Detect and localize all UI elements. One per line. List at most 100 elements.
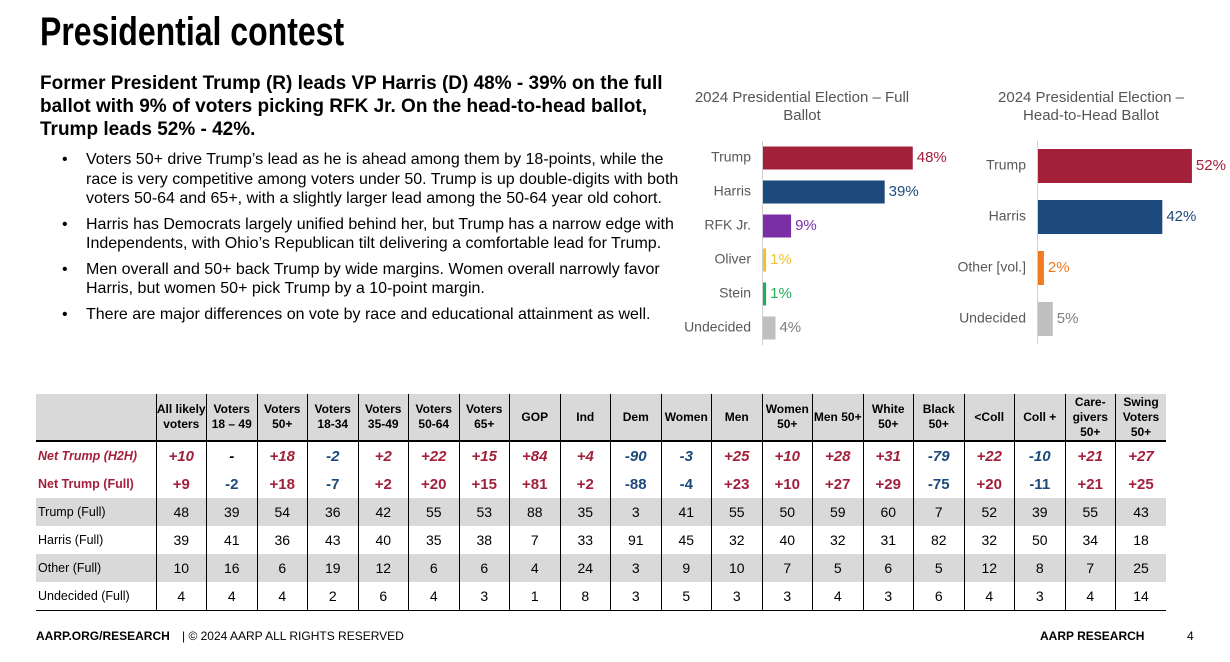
table-cell: 41 [660, 498, 712, 526]
table-cell: 39 [1014, 498, 1065, 526]
table-cell: +21 [1064, 441, 1116, 470]
table-cell: +10 [155, 441, 207, 470]
category-label: Oliver [714, 251, 751, 267]
category-label: Trump [711, 149, 751, 165]
footer-rights: | © 2024 AARP ALL RIGHTS RESERVED [182, 629, 404, 643]
table-cell: 39 [155, 526, 207, 554]
table-cell: +9 [155, 470, 207, 498]
table-cell: 35 [408, 526, 459, 554]
table-cell: 52 [963, 498, 1015, 526]
table-cell: 55 [711, 498, 762, 526]
table-cell: 40 [357, 526, 409, 554]
table-cell: -88 [610, 470, 661, 498]
table-cell: 31 [862, 526, 914, 554]
row-label: Net Trump (Full) [38, 477, 134, 491]
category-label: Stein [719, 285, 751, 301]
value-label: 5% [1057, 310, 1079, 327]
value-label: 1% [770, 251, 792, 268]
table-cell: +10 [761, 470, 813, 498]
header-row: All likely voters Voters 18 – 49 Voters 50… [36, 394, 1166, 442]
table-cell: 10 [155, 554, 207, 582]
category-label: Undecided [684, 319, 751, 335]
header-cell [36, 394, 156, 442]
header-cell: Ind [559, 394, 611, 442]
table-cell: 59 [812, 498, 863, 526]
table-cell: 2 [307, 582, 358, 611]
table-cell: 3 [1014, 582, 1065, 611]
table-cell: +28 [812, 441, 863, 470]
table-row: Net Trump (Full) +9 -2 +18 -7 +2 +20 +15 +81 +2 -8… [36, 470, 1166, 498]
table-cell: 5 [660, 582, 712, 611]
table-cell: +18 [256, 441, 308, 470]
header-cell: Voters 50+ [256, 394, 308, 442]
header-cell: Coll + [1014, 394, 1065, 442]
table-cell: 55 [1064, 498, 1116, 526]
header-cell: Black 50+ [913, 394, 964, 442]
value-label: 39% [889, 183, 919, 200]
category-label: Harris [714, 183, 751, 199]
table-cell: 4 [509, 554, 560, 582]
table-cell: 50 [761, 498, 813, 526]
table-row: Harris (Full) 39 41 36 43 40 35 38 7 33 91 45 32 40 32… [36, 526, 1166, 554]
table-cell: 32 [711, 526, 762, 554]
header-cell: Women [660, 394, 712, 442]
table-cell: - [206, 441, 257, 470]
row-label: Other (Full) [36, 554, 156, 582]
table-cell: 19 [307, 554, 358, 582]
table-cell: -2 [307, 441, 358, 470]
table-cell: 1 [509, 582, 560, 611]
category-label: Undecided [959, 310, 1026, 326]
table-cell: 39 [206, 498, 257, 526]
table-cell: 32 [963, 526, 1015, 554]
value-label: 52% [1196, 157, 1226, 174]
header-cell: Care-givers 50+ [1064, 394, 1116, 442]
bullet: Harris has Democrats largely unified beh… [62, 215, 682, 254]
table-cell: +22 [408, 441, 459, 470]
table-cell: 43 [1115, 498, 1166, 526]
table-cell: 4 [256, 582, 308, 611]
table-cell: +84 [509, 441, 560, 470]
table-cell: +10 [761, 441, 813, 470]
table-cell: 7 [1064, 554, 1116, 582]
table-cell: 48 [155, 498, 207, 526]
table-cell: 82 [913, 526, 964, 554]
table-cell: 55 [408, 498, 459, 526]
header-cell: Voters 18 – 49 [206, 394, 257, 442]
bullet: There are major differences on vote by r… [62, 305, 682, 325]
table-cell: 35 [559, 498, 611, 526]
table-cell: -7 [307, 470, 358, 498]
footer-site: AARP.ORG/RESEARCH [36, 629, 170, 643]
table-cell: +29 [862, 470, 914, 498]
header-cell: <Coll [963, 394, 1015, 442]
table-cell: 38 [458, 526, 510, 554]
table-cell: 43 [307, 526, 358, 554]
table-cell: -4 [660, 470, 712, 498]
bar [763, 316, 776, 340]
table-cell: -11 [1014, 470, 1065, 498]
table-cell: 18 [1115, 526, 1166, 554]
bullet: Men overall and 50+ back Trump by wide m… [62, 260, 682, 299]
bar [763, 282, 767, 306]
bar [1038, 149, 1192, 183]
bar [763, 214, 792, 238]
value-label: 42% [1166, 208, 1196, 225]
header-cell: Voters 50-64 [408, 394, 459, 442]
table-cell: 3 [610, 582, 661, 611]
table-cell: -10 [1014, 441, 1065, 470]
table-cell: 53 [458, 498, 510, 526]
headline: Former President Trump (R) leads VP Harr… [40, 73, 663, 140]
table-cell: +15 [458, 441, 510, 470]
table-cell: 9 [660, 554, 712, 582]
table-cell: 7 [761, 554, 813, 582]
table-cell: 6 [913, 582, 964, 611]
table-cell: 4 [206, 582, 257, 611]
table-cell: 3 [610, 554, 661, 582]
value-label: 2% [1048, 259, 1070, 276]
table-cell: 5 [812, 554, 863, 582]
table-cell: +2 [357, 441, 409, 470]
table-cell: 24 [559, 554, 611, 582]
category-label: Trump [986, 157, 1026, 173]
header-cell: Voters 35-49 [357, 394, 409, 442]
header-cell: Swing Voters 50+ [1115, 394, 1166, 442]
